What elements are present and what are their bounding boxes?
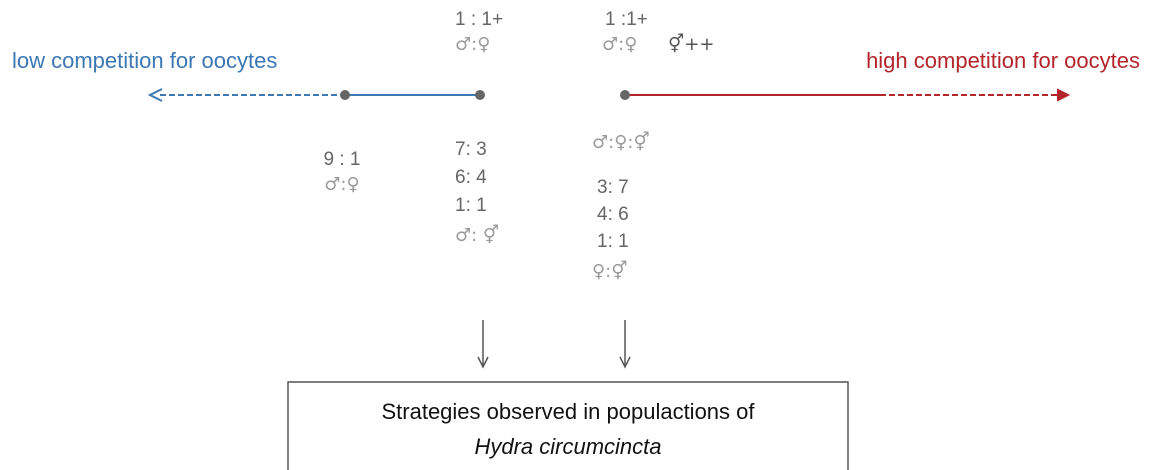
ratio: 1: 1 bbox=[455, 195, 487, 216]
left-label: low competition for oocytes bbox=[12, 48, 277, 73]
right-label: high competition for oocytes bbox=[866, 48, 1140, 73]
ratio: 6: 4 bbox=[455, 167, 487, 188]
symbols: ⚥++ bbox=[668, 33, 714, 55]
symbols: ♂:♀ bbox=[602, 34, 637, 55]
result-box bbox=[287, 381, 849, 470]
ratio: 9 : 1 bbox=[324, 149, 361, 170]
symbols: ♀:⚥ bbox=[592, 260, 628, 282]
box-species: Hydra circumcincta bbox=[474, 434, 661, 459]
point bbox=[475, 90, 485, 100]
ratio: 1 :1+ bbox=[605, 9, 648, 30]
ratio: 4: 6 bbox=[597, 204, 629, 225]
axis bbox=[147, 88, 1071, 102]
ratio: 1 : 1+ bbox=[455, 9, 503, 30]
symbols: ♂:♀ bbox=[324, 174, 359, 195]
symbols: ♂:♀:⚥ bbox=[592, 131, 650, 153]
ratio: 1: 1 bbox=[597, 231, 629, 252]
ratio: 3: 7 bbox=[597, 177, 629, 198]
symbols: ♂:♀ bbox=[455, 34, 490, 55]
symbols: ♂: ⚥ bbox=[455, 224, 499, 246]
point bbox=[340, 90, 350, 100]
arrows bbox=[477, 320, 631, 369]
ratio: 7: 3 bbox=[455, 139, 487, 160]
box-text: Strategies observed in populactions of bbox=[381, 399, 755, 424]
point bbox=[620, 90, 630, 100]
